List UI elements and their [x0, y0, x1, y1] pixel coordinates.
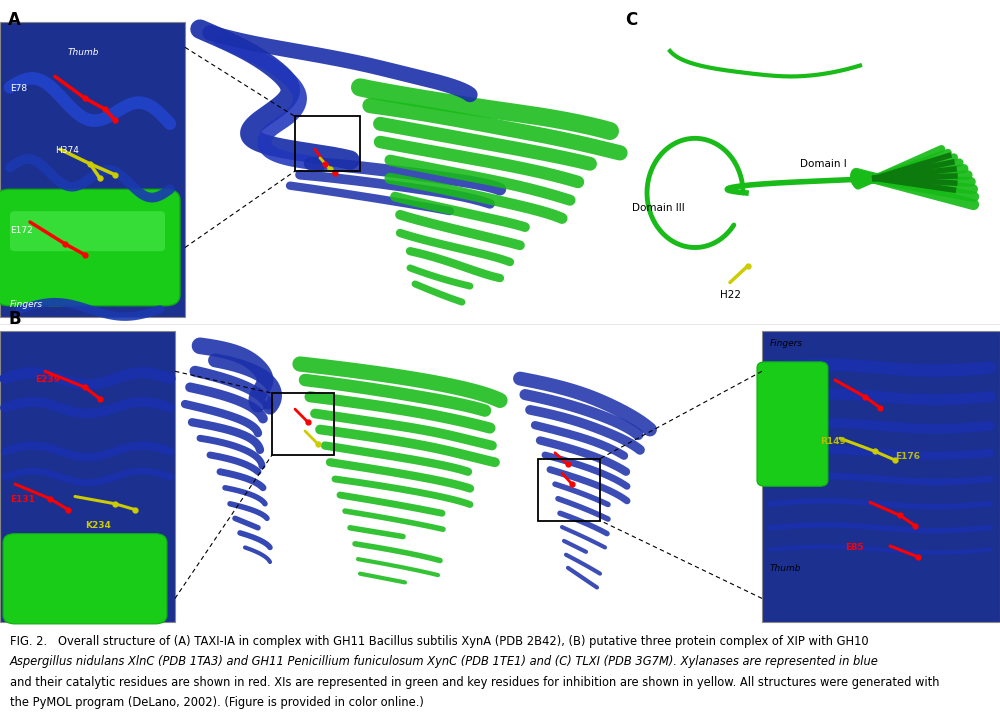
Text: B: B: [8, 310, 21, 328]
Bar: [762, 331, 1000, 622]
Bar: [0, 22, 1000, 324]
Text: E172: E172: [10, 226, 33, 235]
FancyBboxPatch shape: [757, 362, 828, 486]
Text: E239: E239: [35, 375, 60, 384]
Text: Domain III: Domain III: [632, 203, 685, 213]
Text: FIG. 2.   Overall structure of (A) TAXI-IA in complex with GH11 Bacillus subtili: FIG. 2. Overall structure of (A) TAXI-IA…: [10, 635, 869, 648]
FancyBboxPatch shape: [10, 211, 165, 251]
Bar: [295, 116, 360, 171]
Text: Thumb: Thumb: [770, 564, 802, 574]
Text: H374: H374: [55, 146, 79, 155]
Text: E85: E85: [845, 542, 864, 552]
Text: Aspergillus nidulans XlnC (PDB 1TA3) and GH11 Penicillium funiculosum XynC (PDB : Aspergillus nidulans XlnC (PDB 1TA3) and…: [10, 655, 879, 668]
Text: Fingers: Fingers: [770, 339, 803, 348]
Text: A: A: [8, 12, 21, 29]
Text: C: C: [625, 12, 637, 29]
Bar: [272, 393, 334, 455]
Text: the PyMOL program (DeLano, 2002). (Figure is provided in color online.): the PyMOL program (DeLano, 2002). (Figur…: [10, 696, 424, 709]
Bar: [0, 22, 185, 317]
FancyBboxPatch shape: [3, 534, 167, 624]
Bar: [625, 22, 1000, 317]
FancyBboxPatch shape: [0, 189, 180, 306]
Text: and their catalytic residues are shown in red. XIs are represented in green and : and their catalytic residues are shown i…: [10, 676, 940, 689]
Text: E78: E78: [10, 84, 27, 93]
Text: H22: H22: [720, 290, 741, 301]
Text: K234: K234: [85, 521, 111, 530]
Text: R149: R149: [820, 437, 846, 446]
Text: Thumb: Thumb: [68, 47, 100, 57]
Text: Domain I: Domain I: [800, 159, 847, 170]
Bar: [0, 331, 175, 622]
Text: Fingers: Fingers: [10, 300, 43, 309]
Text: E176: E176: [895, 451, 920, 461]
Text: E131: E131: [10, 495, 35, 505]
Bar: [0, 328, 1000, 630]
Bar: [538, 459, 600, 521]
